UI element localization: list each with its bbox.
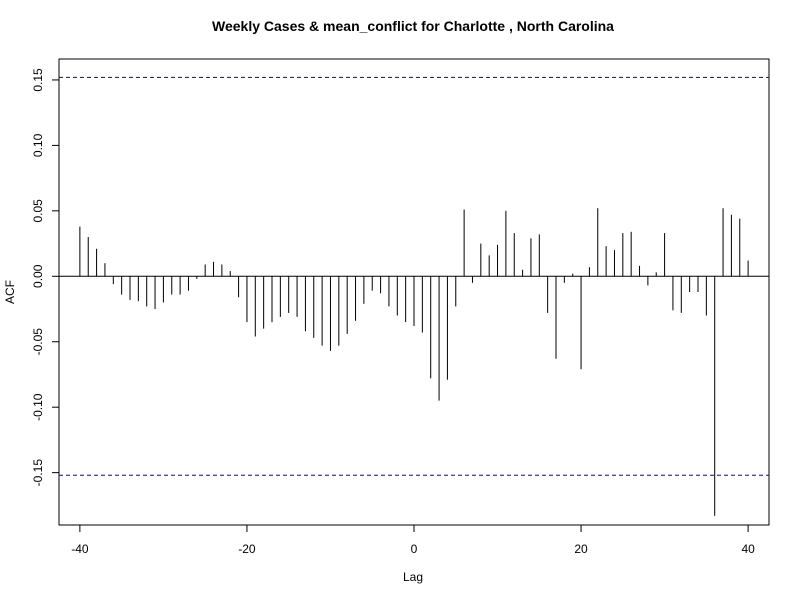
x-tick-label: 40 (741, 542, 755, 556)
y-tick-label: 0.10 (31, 133, 45, 157)
y-tick-label: -0.15 (31, 459, 45, 487)
y-tick-label: -0.05 (31, 328, 45, 356)
x-axis: -40 -20 0 20 40 (71, 525, 755, 556)
y-tick-label: 0.00 (31, 264, 45, 288)
chart-title: Weekly Cases & mean_conflict for Charlot… (212, 18, 614, 34)
y-tick-label: 0.05 (31, 199, 45, 223)
x-tick-label: 20 (574, 542, 588, 556)
y-tick-label: 0.15 (31, 68, 45, 92)
acf-bars (80, 208, 748, 516)
y-tick-label: -0.10 (31, 393, 45, 421)
y-axis: -0.15 -0.10 -0.05 0.00 0.05 0.10 0.15 (31, 68, 59, 486)
x-axis-label: Lag (403, 570, 423, 584)
x-tick-label: 0 (411, 542, 418, 556)
x-tick-label: -20 (238, 542, 256, 556)
y-axis-label: ACF (3, 280, 17, 304)
x-tick-label: -40 (71, 542, 89, 556)
